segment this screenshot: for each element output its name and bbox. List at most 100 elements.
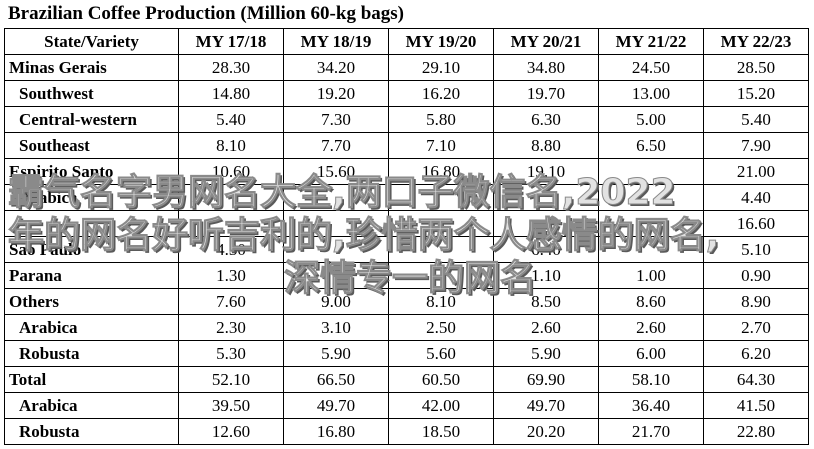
table-row: Espirito Santo 10.60 15.60 16.80 19.10 21.00	[4, 158, 809, 185]
table-cell-value: 16.60	[703, 210, 809, 237]
table-cell-value: 3.10	[283, 314, 389, 341]
header-row: State/Variety MY 17/18 MY 18/19 MY 19/20 MY …	[4, 28, 809, 55]
table-cell-value: 2.50	[388, 314, 494, 341]
table-cell-value: 16.20	[388, 80, 494, 107]
table-cell-value: 2.30	[178, 314, 284, 341]
table-row: Arabica 39.50 49.70 42.00 49.70 36.40 41.50	[4, 392, 809, 419]
table-cell-value: 24.50	[598, 54, 704, 81]
table-cell-value: 49.70	[493, 392, 599, 419]
table-cell-value: 8.50	[493, 288, 599, 315]
table-cell-value: 6.20	[703, 340, 809, 367]
table-row: Central-western 5.40 7.30 5.80 6.30 5.00 5.40	[4, 106, 809, 133]
table-cell-value: 34.80	[493, 54, 599, 81]
row-label: Arabica	[4, 184, 179, 211]
table-cell-value: 7.70	[283, 132, 389, 159]
table-row: Arabica 2.30 3.10 2.50 2.60 2.60 2.70	[4, 314, 809, 341]
table-row: Total 52.10 66.50 60.50 69.90 58.10 64.30	[4, 366, 809, 393]
table-cell-value: 4.40	[703, 184, 809, 211]
table-cell-value	[598, 158, 704, 185]
table-cell-value: 19.10	[493, 158, 599, 185]
row-label: Sao Paulo	[4, 236, 179, 263]
table-cell-value: 10.60	[178, 158, 284, 185]
table-cell-value: 60.50	[388, 366, 494, 393]
row-label: Total	[4, 366, 179, 393]
table-cell-value: 58.10	[598, 366, 704, 393]
table-cell-value: 42.00	[388, 392, 494, 419]
table-cell-value: 2.70	[703, 314, 809, 341]
table-cell-value: 28.50	[703, 54, 809, 81]
row-label: Minas Gerais	[4, 54, 179, 81]
table-cell-value: 0.90	[703, 262, 809, 289]
table-row: Parana 1.30 1.10 1.00 0.90	[4, 262, 809, 289]
table-cell-value: 21.00	[703, 158, 809, 185]
table-row: Others 7.60 9.00 8.10 8.50 8.60 8.90	[4, 288, 809, 315]
column-header-year: MY 22/23	[703, 28, 809, 55]
table-cell-value: 69.90	[493, 366, 599, 393]
column-header-year: MY 17/18	[178, 28, 284, 55]
table-cell-value	[598, 236, 704, 263]
table-cell-value: 8.10	[388, 288, 494, 315]
table-cell-value: 2.60	[493, 314, 599, 341]
row-label: Southwest	[4, 80, 179, 107]
table-row: Robusta 5.30 5.90 5.60 5.90 6.00 6.20	[4, 340, 809, 367]
table-cell-value: 66.50	[283, 366, 389, 393]
table-cell-value	[283, 236, 389, 263]
table-cell-value	[388, 236, 494, 263]
table-row: Southeast 8.10 7.70 7.10 8.80 6.50 7.90	[4, 132, 809, 159]
table-cell-value	[283, 210, 389, 237]
table-cell-value: 8.90	[703, 288, 809, 315]
table-cell-value: 6.50	[598, 132, 704, 159]
table-cell-value: 5.90	[493, 340, 599, 367]
row-label: Robusta	[4, 340, 179, 367]
table-cell-value	[388, 184, 494, 211]
table-cell-value: 49.70	[283, 392, 389, 419]
table-cell-value: 6.30	[493, 106, 599, 133]
table-cell-value: 52.10	[178, 366, 284, 393]
table-cell-value: 7.30	[283, 106, 389, 133]
table-cell-value: 9.00	[283, 288, 389, 315]
table-cell-value: 7.10	[388, 132, 494, 159]
table-cell-value: 7.60	[178, 288, 284, 315]
table-cell-value: 2.60	[598, 314, 704, 341]
table-row: Sao Paulo 4.30 6.40 5.10	[4, 236, 809, 263]
coffee-production-table: State/Variety MY 17/18 MY 18/19 MY 19/20 MY …	[4, 28, 809, 445]
table-cell-value	[178, 210, 284, 237]
row-label: Robusta	[4, 418, 179, 445]
table-cell-value: 21.70	[598, 418, 704, 445]
table-cell-value: 18.50	[388, 418, 494, 445]
table-cell-value: 4.30	[178, 236, 284, 263]
row-label: Central-western	[4, 106, 179, 133]
row-label: Southeast	[4, 132, 179, 159]
table-cell-value: 19.20	[283, 80, 389, 107]
column-header-state-variety: State/Variety	[4, 28, 179, 55]
table-cell-value: 20.20	[493, 418, 599, 445]
column-header-year: MY 18/19	[283, 28, 389, 55]
table-cell-value: 5.80	[388, 106, 494, 133]
table-cell-value	[283, 184, 389, 211]
table-row: Arabica 4.40	[4, 184, 809, 211]
table-body: Minas Gerais 28.30 34.20 29.10 34.80 24.50 28.…	[4, 54, 809, 445]
table-cell-value: 5.00	[598, 106, 704, 133]
table-cell-value: 5.40	[178, 106, 284, 133]
column-header-year: MY 20/21	[493, 28, 599, 55]
table-cell-value: 6.00	[598, 340, 704, 367]
column-header-year: MY 21/22	[598, 28, 704, 55]
row-label: Parana	[4, 262, 179, 289]
row-label: Espirito Santo	[4, 158, 179, 185]
table-cell-value: 22.80	[703, 418, 809, 445]
table-cell-value: 1.10	[493, 262, 599, 289]
table-cell-value: 1.00	[598, 262, 704, 289]
column-header-year: MY 19/20	[388, 28, 494, 55]
table-cell-value	[493, 210, 599, 237]
table-cell-value: 1.30	[178, 262, 284, 289]
table-cell-value: 16.80	[388, 158, 494, 185]
table-cell-value: 5.40	[703, 106, 809, 133]
table-cell-value	[493, 184, 599, 211]
table-cell-value: 19.70	[493, 80, 599, 107]
table-cell-value: 5.10	[703, 236, 809, 263]
table-cell-value: 16.80	[283, 418, 389, 445]
table-cell-value	[598, 210, 704, 237]
table-cell-value: 7.90	[703, 132, 809, 159]
table-cell-value: 28.30	[178, 54, 284, 81]
table-row: Southwest 14.80 19.20 16.20 19.70 13.00 15.20	[4, 80, 809, 107]
